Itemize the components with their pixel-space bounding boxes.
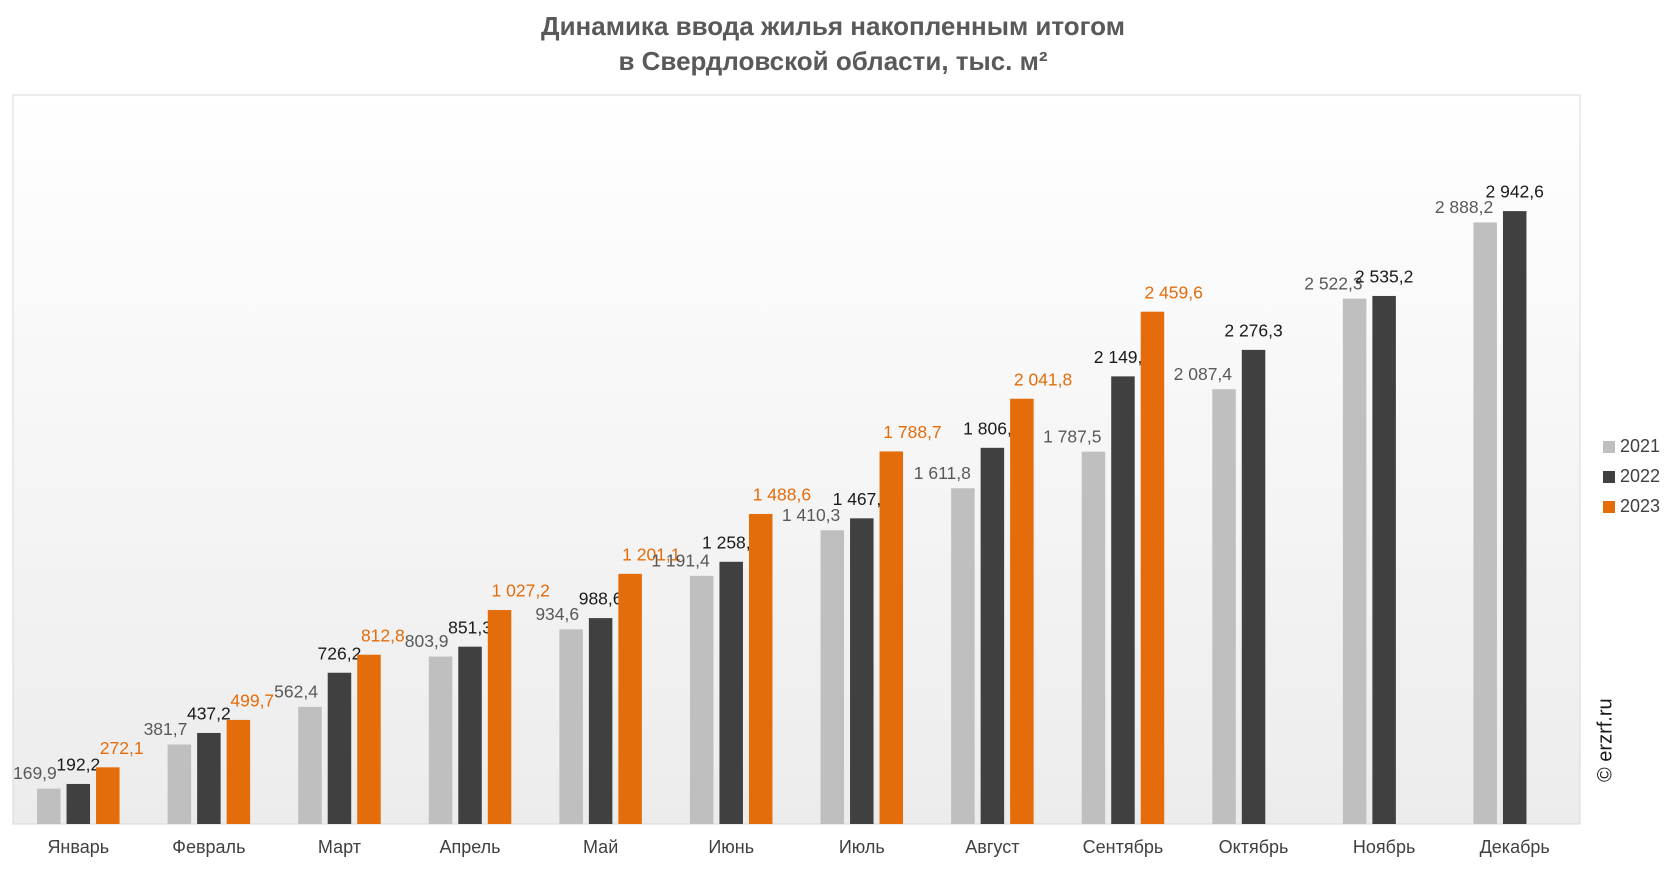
- x-tick-label: Декабрь: [1480, 837, 1550, 857]
- bar: [951, 488, 975, 824]
- x-tick-label: Апрель: [440, 837, 501, 857]
- data-label: 192,2: [56, 755, 100, 775]
- data-label: 169,9: [13, 763, 57, 783]
- legend-swatch: [1603, 501, 1615, 513]
- bar: [1502, 211, 1527, 824]
- data-label: 1 410,3: [782, 505, 840, 525]
- bar: [428, 656, 453, 824]
- legend-swatch: [1603, 471, 1615, 483]
- x-tick-label: Март: [318, 837, 361, 857]
- x-tick-label: Июнь: [708, 837, 754, 857]
- bar: [167, 744, 192, 824]
- bar: [327, 672, 352, 824]
- data-label: 499,7: [230, 691, 274, 711]
- data-label: 1 611,8: [914, 463, 971, 483]
- bar: [1241, 349, 1266, 824]
- data-label: 1 191,4: [651, 550, 710, 570]
- legend-label: 2021: [1620, 436, 1660, 456]
- x-tick-label: Ноябрь: [1353, 837, 1415, 857]
- data-label: 2 459,6: [1144, 282, 1202, 302]
- bar: [559, 629, 583, 824]
- data-label: 812,8: [361, 625, 405, 645]
- data-label: 437,2: [187, 704, 231, 724]
- bar: [980, 447, 1005, 824]
- bar: [1473, 222, 1497, 824]
- x-tick-label: Июль: [839, 837, 885, 857]
- bar: [458, 646, 482, 824]
- data-label: 2 276,3: [1224, 321, 1282, 341]
- bar: [748, 513, 773, 824]
- legend-label: 2022: [1620, 466, 1660, 486]
- bar: [850, 518, 874, 824]
- data-label: 1 027,2: [492, 581, 550, 601]
- bar: [1140, 311, 1165, 825]
- data-label: 1 258,9: [702, 532, 760, 552]
- bar: [1111, 376, 1135, 824]
- data-label: 803,9: [405, 631, 449, 651]
- data-label: 726,2: [318, 643, 362, 663]
- bar: [37, 788, 61, 824]
- chart-subtitle: в Свердловской области, тыс. м²: [618, 46, 1047, 76]
- bar: [1081, 451, 1106, 824]
- bar: [1372, 295, 1396, 824]
- bar: [1212, 389, 1236, 824]
- data-label: 562,4: [274, 681, 318, 701]
- data-label: 1 201,1: [622, 544, 680, 564]
- bar: [96, 767, 120, 824]
- data-label: 2 888,2: [1435, 197, 1493, 217]
- bar: [879, 451, 904, 824]
- data-label: 2 942,6: [1486, 182, 1544, 202]
- data-label: 934,6: [535, 604, 579, 624]
- data-label: 1 806,1: [963, 418, 1021, 438]
- x-tick-label: Сентябрь: [1083, 837, 1164, 857]
- bar: [719, 561, 743, 824]
- bar: [689, 575, 714, 824]
- bar: [1342, 298, 1367, 824]
- data-label: 2 522,3: [1304, 273, 1362, 293]
- x-tick-label: Январь: [47, 837, 109, 857]
- data-label: 1 488,6: [753, 485, 811, 505]
- source: © erzrf.ru: [1594, 698, 1616, 782]
- bar: [66, 783, 91, 824]
- x-tick-label: Февраль: [172, 837, 245, 857]
- bar: [298, 706, 322, 824]
- data-label: 2 087,4: [1174, 364, 1233, 384]
- bar: [1010, 398, 1034, 824]
- plot-area: [12, 94, 1581, 825]
- chart-title: Динамика ввода жилья накопленным итогом: [541, 11, 1125, 41]
- data-label: 272,1: [100, 738, 144, 758]
- x-tick-label: Октябрь: [1219, 837, 1289, 857]
- data-label: 2 535,2: [1355, 267, 1413, 287]
- data-label: 1 788,7: [883, 422, 941, 442]
- bar: [487, 610, 512, 824]
- data-label: 851,3: [448, 617, 492, 637]
- bar: [588, 618, 613, 824]
- data-label: 1 787,5: [1043, 426, 1101, 446]
- bar: [197, 732, 221, 824]
- bar: [226, 719, 251, 824]
- x-tick-label: Май: [583, 837, 618, 857]
- data-label: 988,6: [579, 589, 623, 609]
- bar: [357, 654, 381, 824]
- legend-swatch: [1603, 441, 1615, 453]
- bar: [618, 573, 642, 824]
- data-label: 1 467,5: [833, 489, 891, 509]
- data-label: 2 041,8: [1014, 369, 1072, 389]
- bar: [820, 530, 845, 824]
- x-tick-label: Август: [965, 837, 1019, 857]
- data-label: 2 149,1: [1094, 347, 1152, 367]
- data-label: 381,7: [144, 719, 188, 739]
- legend-label: 2023: [1620, 496, 1660, 516]
